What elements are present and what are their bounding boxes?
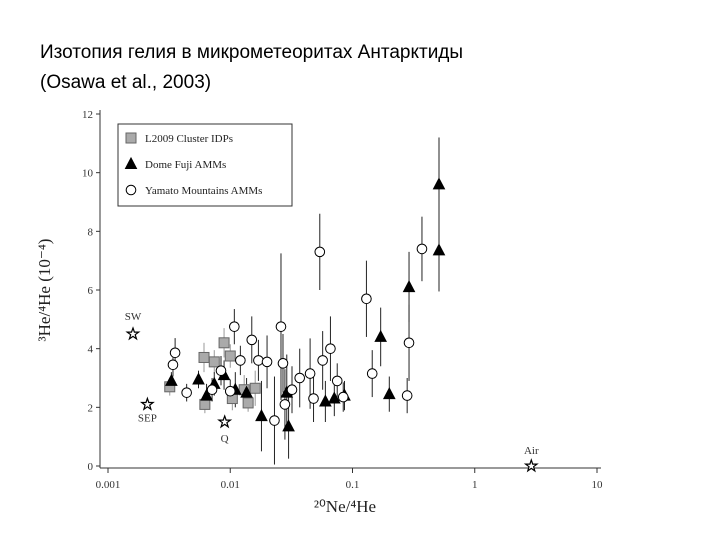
- legend-label: Yamato Mountains AMMs: [145, 185, 262, 197]
- data-point: [240, 385, 253, 398]
- data-point: [382, 387, 396, 400]
- data-point: [253, 355, 264, 366]
- data-point: [192, 372, 205, 385]
- legend-label: Dome Fuji AMMs: [145, 159, 226, 171]
- data-point: [269, 415, 280, 426]
- data-point: [167, 359, 179, 371]
- legend-label: L2009 Cluster IDPs: [145, 133, 233, 145]
- x-tick-label: 0.01: [221, 479, 240, 491]
- data-point: [198, 351, 210, 363]
- data-point: [200, 388, 213, 401]
- data-point: [224, 385, 236, 397]
- title-line: Изотопия гелия в микрометеоритах Антаркт…: [40, 42, 463, 63]
- data-point: [208, 356, 220, 368]
- y-tick-label: 12: [82, 109, 93, 121]
- data-point: [242, 397, 254, 409]
- reference-star: [125, 326, 141, 341]
- data-point: [277, 358, 289, 369]
- data-point: [218, 337, 230, 349]
- data-point: [361, 293, 372, 305]
- data-point: [235, 355, 246, 366]
- data-point: [261, 356, 273, 368]
- legend-marker: [125, 184, 137, 196]
- data-point: [327, 391, 341, 404]
- reference-star: [217, 414, 233, 429]
- y-tick-label: 8: [88, 226, 94, 238]
- data-point: [317, 355, 328, 366]
- y-tick-label: 6: [88, 285, 94, 297]
- data-point: [416, 243, 428, 255]
- data-point: [165, 373, 178, 386]
- x-axis-label: ²⁰Ne/⁴He: [314, 497, 376, 516]
- x-tick-label: 10: [592, 479, 604, 491]
- data-point: [374, 329, 387, 342]
- data-point: [286, 384, 298, 396]
- data-point: [181, 387, 192, 398]
- annotation-label: Air: [524, 445, 539, 457]
- data-point: [304, 368, 316, 379]
- data-point: [282, 419, 295, 432]
- data-point: [403, 337, 415, 349]
- data-point: [255, 409, 268, 422]
- annotation-label: SEP: [138, 412, 157, 424]
- legend-marker: [124, 156, 138, 169]
- data-point: [366, 368, 378, 379]
- y-axis-label: ³He/⁴He (10⁻⁴): [35, 239, 54, 342]
- data-point: [206, 384, 218, 396]
- y-tick-label: 0: [88, 461, 94, 473]
- data-point: [337, 391, 349, 403]
- data-point: [294, 372, 306, 384]
- annotation-label: SW: [125, 311, 142, 323]
- data-point: [224, 350, 236, 362]
- y-tick-label: 10: [82, 168, 94, 180]
- data-point: [199, 398, 211, 410]
- data-point: [402, 279, 416, 293]
- data-point: [275, 321, 287, 332]
- legend-marker: [125, 132, 137, 144]
- reference-star: [139, 396, 155, 411]
- data-point: [215, 365, 227, 376]
- y-tick-label: 2: [88, 402, 94, 414]
- x-tick-label: 0.1: [346, 479, 360, 491]
- legend-box: [117, 123, 293, 207]
- data-point: [331, 375, 343, 387]
- title-line: (Osawa et al., 2003): [40, 72, 211, 93]
- annotation-label: Q: [221, 433, 229, 445]
- data-point: [432, 177, 446, 190]
- x-tick-label: 1: [472, 479, 478, 491]
- data-point: [308, 393, 319, 404]
- x-tick-label: 0.001: [96, 479, 121, 491]
- data-point: [249, 382, 261, 394]
- data-point: [229, 321, 240, 332]
- data-point: [325, 343, 336, 354]
- data-point: [432, 243, 446, 256]
- reference-star: [523, 458, 539, 473]
- data-point: [246, 334, 258, 346]
- data-point: [401, 390, 413, 401]
- data-point: [169, 347, 181, 359]
- data-point: [319, 394, 332, 407]
- data-point: [279, 399, 291, 410]
- data-point: [314, 246, 326, 258]
- y-tick-label: 4: [88, 344, 94, 356]
